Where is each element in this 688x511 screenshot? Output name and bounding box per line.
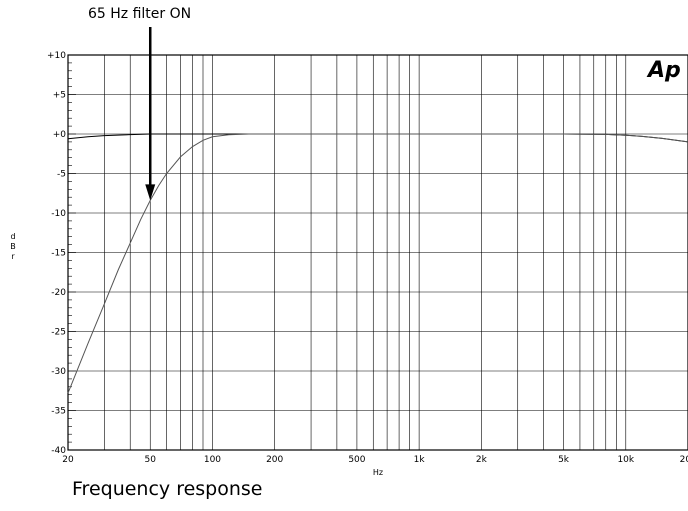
y-tick-label: -40	[51, 446, 66, 456]
y-axis-label-b: B	[10, 242, 16, 251]
y-tick-label: +0	[53, 130, 67, 140]
y-axis-label-d: d	[10, 232, 15, 241]
y-tick-label: +10	[47, 51, 66, 61]
x-tick-labels: 20 50 100 200 500 1k 2k 5k 10k 20k	[62, 455, 688, 465]
x-tick-label: 10k	[617, 455, 634, 465]
x-tick-label: 20	[62, 455, 74, 465]
ap-logo: Ap	[648, 58, 681, 83]
y-tick-label: -25	[51, 328, 66, 338]
grid-lines	[68, 55, 688, 450]
series-layer	[67, 133, 688, 394]
series-line-1	[67, 133, 688, 143]
x-tick-label: 200	[266, 455, 283, 465]
x-tick-label: 500	[348, 455, 365, 465]
x-tick-label: 2k	[476, 455, 488, 465]
y-tick-label: -15	[51, 249, 66, 259]
y-tick-label: -30	[51, 367, 66, 377]
x-tick-label: 1k	[414, 455, 426, 465]
x-tick-label: 5k	[558, 455, 570, 465]
y-tick-label: -5	[57, 170, 66, 180]
y-tick-label: -10	[51, 209, 66, 219]
chart-caption: Frequency response	[72, 478, 263, 500]
annotation-label: 65 Hz filter ON	[88, 6, 192, 22]
y-axis-label-r: r	[11, 252, 15, 261]
x-tick-label: 20k	[680, 455, 688, 465]
y-axis-label: d B r	[10, 232, 16, 261]
y-tick-label: -20	[51, 288, 66, 298]
x-axis-label: Hz	[373, 468, 383, 477]
arrow-head	[145, 184, 156, 201]
minor-ticks	[68, 54, 76, 451]
y-tick-label: +5	[53, 91, 66, 101]
y-tick-labels: +10 +5 +0 -5 -10 -15 -20 -25 -30 -35 -40	[47, 51, 66, 456]
x-tick-label: 100	[204, 455, 221, 465]
annotation-arrow	[145, 27, 156, 201]
y-tick-label: -35	[51, 407, 66, 417]
series-line-2	[67, 133, 688, 394]
x-tick-label: 50	[145, 455, 157, 465]
